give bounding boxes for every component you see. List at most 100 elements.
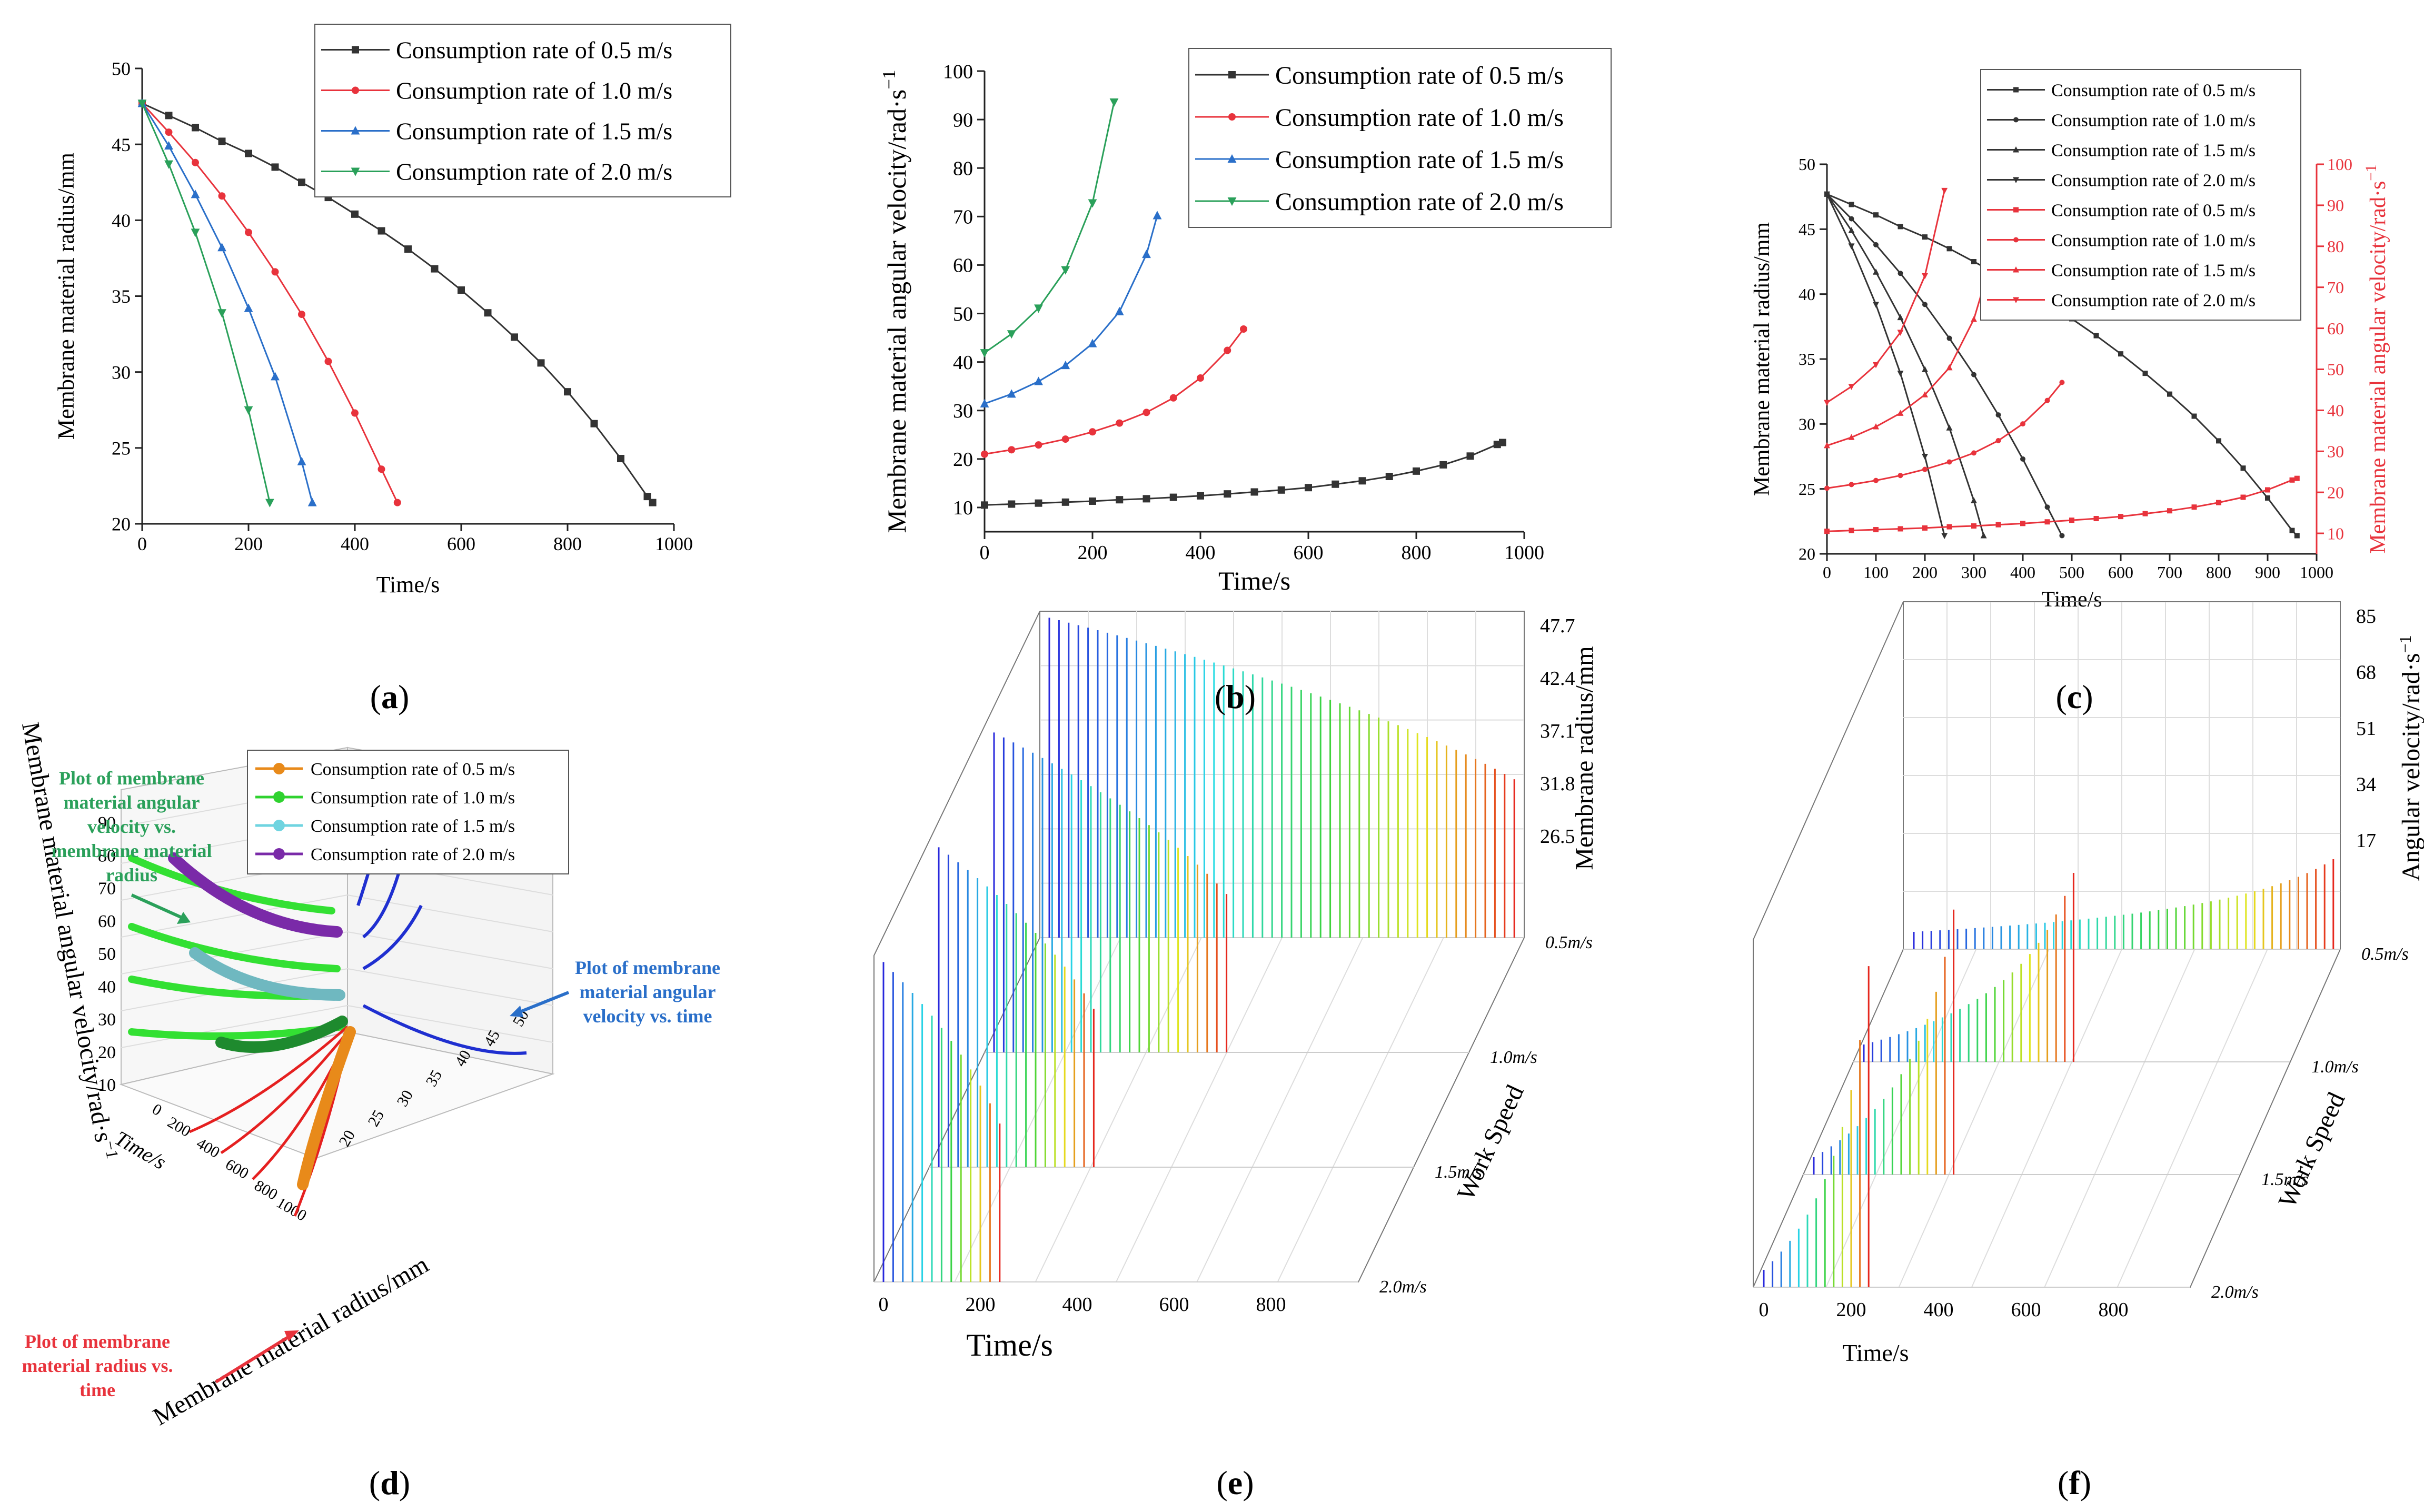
x-axis-label: Membrane material radius/mm <box>148 1250 433 1431</box>
data-point <box>1873 242 1879 247</box>
y-tick-label: 45 <box>1799 220 1815 239</box>
legend-label: Consumption rate of 1.0 m/s <box>2051 111 2256 130</box>
data-point <box>1061 498 1069 506</box>
series-line <box>984 329 1245 455</box>
series-line <box>1826 382 2063 489</box>
legend-marker <box>273 848 285 860</box>
y-tick-label: 40 <box>953 352 973 374</box>
data-point <box>1035 441 1042 449</box>
annotation-arrow-red <box>215 1333 293 1384</box>
legend-label: Consumption rate of 1.0 m/s <box>1275 104 1564 132</box>
data-point <box>511 333 518 341</box>
x-axis-label: Time/s <box>1218 566 1290 595</box>
data-point <box>137 100 147 108</box>
series-line <box>984 215 1158 405</box>
data-point <box>1109 98 1119 107</box>
z-tick-label: 400 <box>194 1135 223 1161</box>
series-2 <box>138 100 401 506</box>
y-axis-label: Work Speed <box>1452 1081 1529 1205</box>
caption-c: (c) <box>2055 678 2093 715</box>
data-point <box>1824 485 1830 491</box>
data-point <box>1197 374 1204 382</box>
legend-marker <box>2013 297 2019 303</box>
legend-label: Consumption rate of 1.0 m/s <box>2051 231 2256 250</box>
panel-f-chart: 0 200 400 600 800 Time/s 85 68 51 34 17 Angular vel… <box>1753 601 2424 1366</box>
y-axis-label: Membrane material angular velocity/rad·s… <box>879 70 911 533</box>
y2-tick-label: 80 <box>2327 237 2344 256</box>
purple-curve <box>168 852 343 938</box>
data-point <box>1197 492 1204 500</box>
z-axis-label: Membrane radius/mm <box>1571 646 1598 870</box>
y-tick-label: 25 <box>112 437 131 459</box>
y-tick-label: 1.5m/s <box>2261 1170 2309 1189</box>
x-tick-label: 0 <box>1823 563 1831 582</box>
y-tick-label: 1.5m/s <box>1435 1162 1482 1182</box>
z-tick-label: 31.8 <box>1540 773 1575 795</box>
data-point <box>2191 413 2197 419</box>
data-point <box>217 309 226 318</box>
data-point <box>2216 438 2221 444</box>
grid-line <box>121 1005 348 1048</box>
annotation-red-line: material radius vs. <box>22 1355 173 1376</box>
series-0.5m/s <box>1048 618 1515 938</box>
y-tick-label: 90 <box>98 813 116 833</box>
data-point <box>1873 362 1879 369</box>
data-point <box>1922 525 1928 531</box>
legend-label: Consumption rate of 2.0 m/s <box>396 158 672 185</box>
series-line <box>1826 286 1985 446</box>
y-tick-label: 1.0m/s <box>1490 1048 1537 1067</box>
data-point <box>164 160 173 169</box>
legend-marker <box>2013 146 2019 153</box>
data-point <box>1035 499 1042 507</box>
y2-tick-label: 90 <box>2327 196 2344 215</box>
data-point <box>1848 434 1855 440</box>
grid-line <box>2044 949 2195 1288</box>
data-point <box>1922 273 1928 280</box>
data-point <box>1034 376 1043 385</box>
data-point <box>1946 246 1952 252</box>
data-point <box>1971 315 1977 322</box>
data-point <box>1922 302 1928 307</box>
grid-line <box>1277 937 1444 1282</box>
series-6 <box>1824 380 2065 491</box>
series-4 <box>980 98 1119 358</box>
x-axis-label: Time/s <box>376 572 440 598</box>
x-tick-label: 0 <box>980 542 990 564</box>
series-3 <box>137 98 317 506</box>
data-point <box>1941 533 1948 539</box>
legend-marker <box>273 820 285 831</box>
data-point <box>1169 493 1177 501</box>
data-point <box>164 141 173 150</box>
data-point <box>1358 477 1366 485</box>
data-point <box>191 228 200 237</box>
data-point <box>1848 227 1855 233</box>
green-curve <box>128 923 341 972</box>
data-point <box>1089 428 1096 436</box>
data-point <box>1061 266 1070 275</box>
grid-line <box>347 1005 553 1043</box>
y2-tick-label: 60 <box>2327 319 2344 338</box>
data-point <box>1898 526 1903 532</box>
data-point <box>1898 473 1903 479</box>
data-point <box>1277 486 1285 494</box>
x-tick-label: 600 <box>2011 1299 2041 1321</box>
x-tick-label: 200 <box>1912 563 1938 582</box>
data-point <box>1332 480 1339 488</box>
x-tick-label: 200 <box>234 533 263 554</box>
data-point <box>1305 484 1312 492</box>
y-tick-label: 30 <box>953 400 973 422</box>
y2-tick-label: 10 <box>2327 524 2344 543</box>
x-tick-label: 400 <box>2010 563 2035 582</box>
y-tick-label: 10 <box>953 497 973 519</box>
data-point <box>980 399 989 407</box>
legend-box <box>314 24 731 197</box>
left-wall <box>873 611 1040 1282</box>
y2-axis-label: Membrane material angular velocity/rad·s… <box>2363 164 2390 553</box>
annotation-arrow-blue <box>515 991 570 1015</box>
data-point <box>1153 211 1162 220</box>
data-point <box>2289 528 2295 533</box>
legend-marker <box>1228 113 1236 121</box>
y-tick-label: 80 <box>98 846 116 866</box>
z-axis-label: Time/s <box>111 1126 171 1174</box>
